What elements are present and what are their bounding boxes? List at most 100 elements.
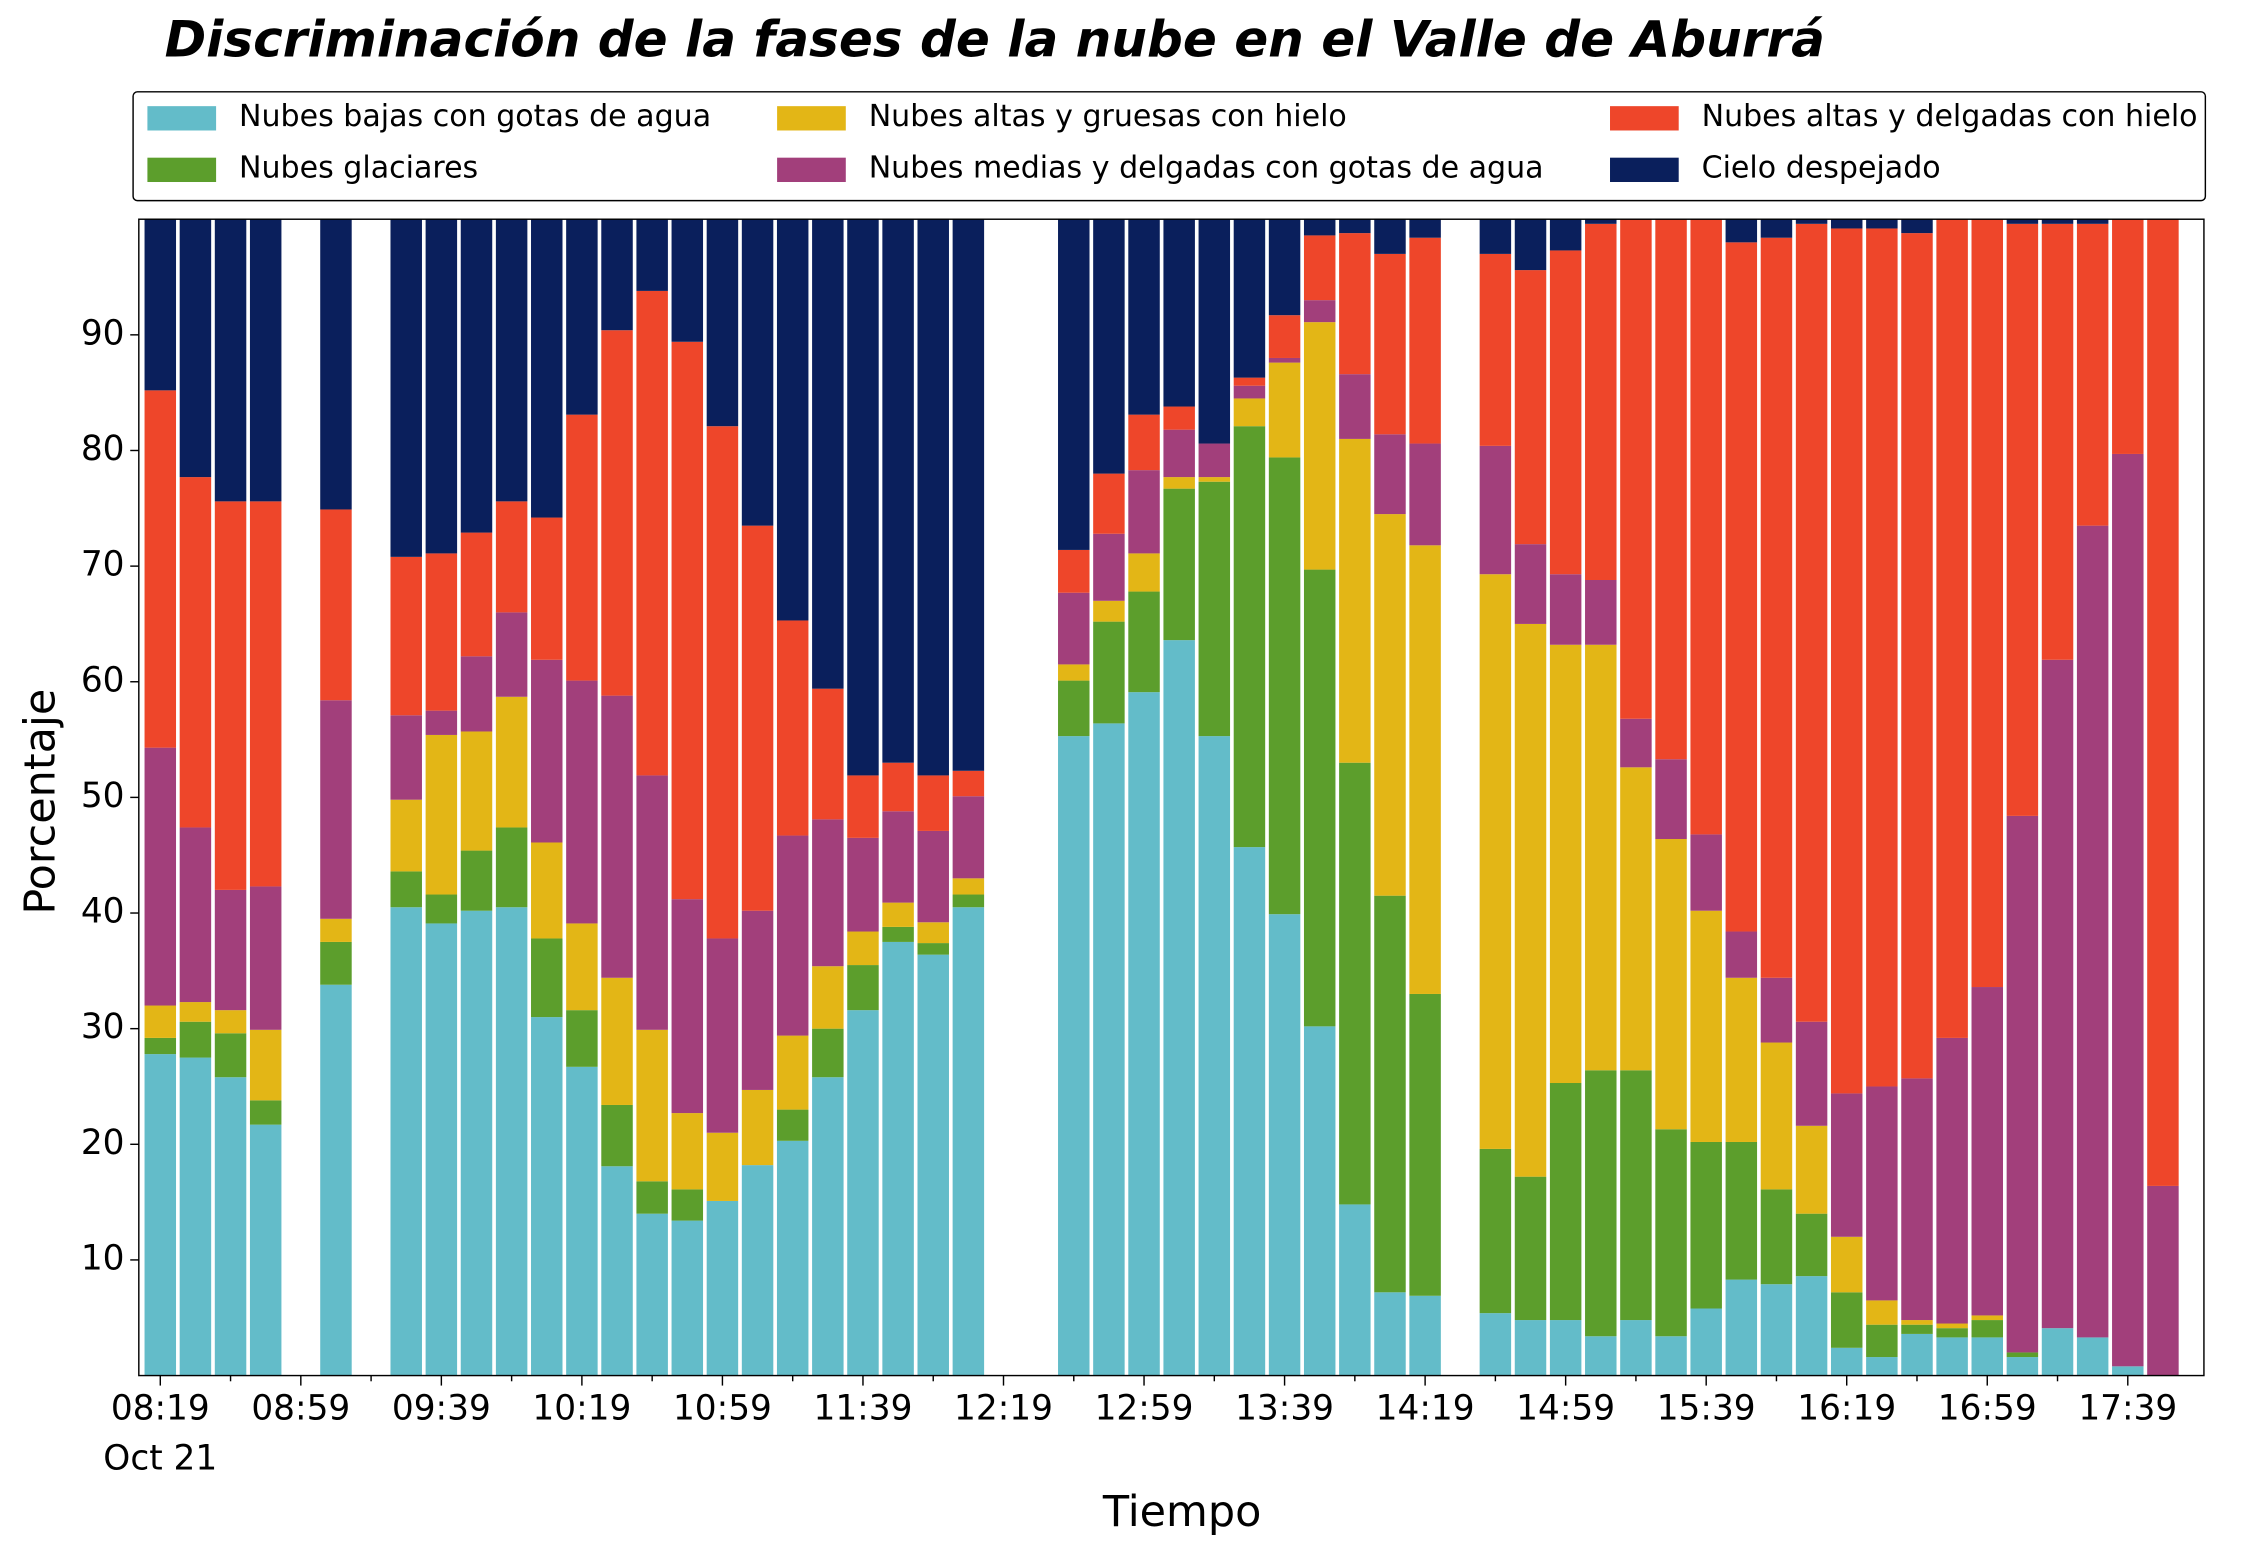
bar-segment — [1339, 233, 1371, 375]
bar-segment — [566, 219, 598, 415]
bar-segment — [1936, 1337, 1968, 1376]
bar-segment — [636, 775, 668, 1030]
bar-segment — [1198, 736, 1231, 1376]
bar-segment — [1830, 1236, 1863, 1293]
x-tick-label: 08:59 — [251, 1388, 350, 1428]
bar-segment — [1058, 219, 1090, 550]
bar-segment — [1760, 219, 1793, 238]
bar-segment — [882, 762, 914, 812]
bar-segment — [1830, 1093, 1863, 1237]
bar-segment — [1760, 1284, 1793, 1376]
bar-segment — [1760, 1189, 1793, 1285]
bar-segment — [636, 219, 668, 291]
bar-segment — [1971, 1315, 2003, 1321]
bar-segment — [1901, 1333, 1933, 1376]
y-tick-label: 50 — [81, 776, 125, 816]
bar-segment — [1795, 1276, 1828, 1376]
bar-segment — [812, 1077, 844, 1376]
bar-segment — [1128, 470, 1160, 554]
bar-segment — [2006, 1357, 2039, 1376]
bar-segment — [531, 517, 563, 660]
bar-segment — [812, 1028, 844, 1078]
bar-segment — [1303, 1026, 1336, 1376]
bar-segment — [1479, 445, 1512, 575]
legend-swatch — [777, 157, 846, 183]
bar-segment — [1620, 767, 1652, 1071]
bar-segment — [847, 1010, 879, 1376]
bar-segment — [1198, 481, 1231, 737]
bar-segment — [144, 219, 177, 391]
bar-segment — [1409, 993, 1441, 1296]
bar-segment — [179, 1057, 212, 1376]
x-tick-label: 10:19 — [532, 1388, 631, 1428]
bar-segment — [566, 680, 598, 924]
bar-segment — [1655, 759, 1687, 840]
bar-segment — [1058, 664, 1090, 681]
bar-segment — [2076, 219, 2109, 224]
x-tick-label: 14:19 — [1376, 1388, 1475, 1428]
bar-segment — [601, 977, 633, 1105]
bar-segment — [1093, 621, 1125, 724]
bar-segment — [1233, 377, 1266, 386]
bar-segment — [1830, 228, 1863, 1094]
bar-segment — [1760, 1042, 1793, 1190]
bar-segment — [1690, 910, 1722, 1142]
bar-segment — [1163, 477, 1195, 489]
bar-segment — [2041, 223, 2074, 660]
bar-segment — [706, 1200, 739, 1376]
legend-label: Nubes altas y gruesas con hielo — [869, 99, 1347, 134]
bar-segment — [1303, 300, 1336, 323]
bar-segment — [531, 219, 563, 518]
bar-segment — [390, 907, 422, 1376]
bar-segment — [1374, 253, 1406, 435]
bar-segment — [1620, 1320, 1652, 1376]
bar-segment — [1936, 1328, 1968, 1338]
bar-segment — [1514, 270, 1547, 545]
bar-segment — [1479, 1148, 1512, 1314]
bar-segment — [2112, 1366, 2144, 1376]
bar-segment — [1479, 574, 1512, 1149]
bar-segment — [390, 715, 422, 800]
bar-segment — [1374, 434, 1406, 515]
y-tick-label: 70 — [81, 545, 125, 585]
bar-segment — [1163, 488, 1195, 641]
bar-segment — [2006, 815, 2039, 1353]
bar-segment — [1093, 600, 1125, 622]
bar-segment — [1795, 1021, 1828, 1126]
x-tick-label: 14:59 — [1516, 1388, 1615, 1428]
bar-segment — [425, 923, 458, 1376]
bar-segment — [882, 902, 914, 927]
bar-segment — [2006, 1352, 2039, 1358]
bar-segment — [566, 1066, 598, 1376]
bar-segment — [1128, 414, 1160, 471]
bar-segment — [706, 426, 739, 939]
bar-segment — [425, 734, 458, 895]
bar-segment — [776, 1035, 809, 1110]
bar-segment — [1901, 1324, 1933, 1334]
bar-segment — [1233, 426, 1266, 848]
bar-segment — [812, 688, 844, 820]
bar-segment — [179, 1002, 212, 1022]
bar-segment — [882, 811, 914, 903]
bar-segment — [1233, 219, 1266, 378]
bar-segment — [144, 390, 177, 748]
bar-segment — [531, 1017, 563, 1376]
bar-segment — [1163, 219, 1195, 407]
bar-segment — [1268, 357, 1301, 363]
bar-segment — [1936, 1037, 1968, 1324]
bar-segment — [1198, 443, 1231, 478]
bar-segment — [1936, 219, 1968, 1038]
bar-segment — [425, 553, 458, 711]
bar-segment — [1163, 406, 1195, 430]
bar-segment — [1093, 219, 1125, 474]
bar-segment — [812, 966, 844, 1029]
chart-title: Discriminación de la fases de la nube en… — [165, 11, 1825, 69]
bar-segment — [1339, 219, 1371, 234]
legend-label: Nubes medias y delgadas con gotas de agu… — [869, 151, 1544, 186]
bar-segment — [1374, 514, 1406, 896]
bar-segment — [1339, 762, 1371, 1205]
bar-segment — [495, 907, 528, 1376]
bar-segment — [882, 219, 914, 763]
legend-swatch — [1610, 106, 1679, 131]
bar-segment — [1374, 895, 1406, 1293]
